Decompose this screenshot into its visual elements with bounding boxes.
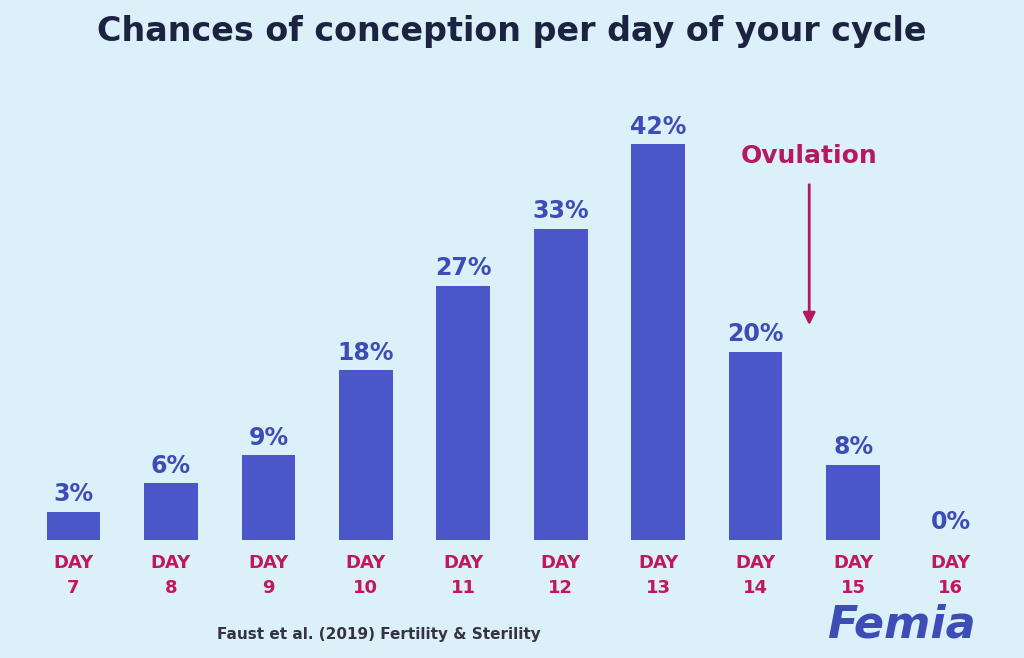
Bar (339, 370, 392, 540)
Text: 42%: 42% (630, 114, 686, 139)
Text: 3%: 3% (53, 482, 93, 506)
Title: Chances of conception per day of your cycle: Chances of conception per day of your cy… (97, 15, 927, 48)
Text: 8%: 8% (833, 435, 873, 459)
Text: Faust et al. (2019) Fertility & Sterility: Faust et al. (2019) Fertility & Sterilit… (217, 626, 541, 642)
Text: Ovulation: Ovulation (740, 143, 878, 168)
Text: Femia: Femia (826, 603, 976, 646)
Text: 18%: 18% (338, 341, 394, 365)
Text: 20%: 20% (727, 322, 784, 346)
Bar (729, 351, 782, 540)
Text: 9%: 9% (248, 426, 289, 449)
Bar (632, 144, 685, 540)
Bar (242, 455, 295, 540)
Bar (826, 465, 880, 540)
Text: 33%: 33% (532, 199, 589, 223)
Bar (436, 286, 490, 540)
Bar (144, 484, 198, 540)
Bar (47, 512, 100, 540)
Text: 6%: 6% (151, 454, 191, 478)
Bar (534, 229, 588, 540)
Text: 27%: 27% (435, 256, 492, 280)
Text: 0%: 0% (931, 511, 971, 534)
